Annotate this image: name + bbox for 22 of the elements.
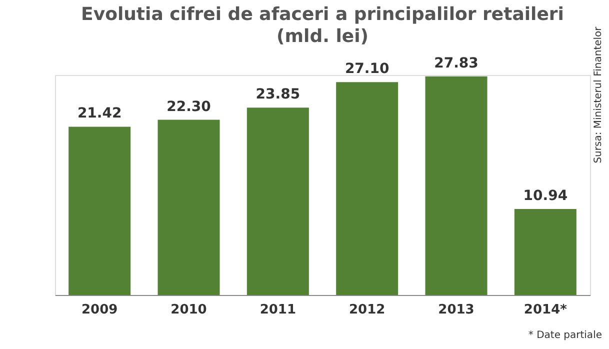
data-label: 27.10 xyxy=(344,61,390,78)
data-label: 22.30 xyxy=(166,98,212,115)
bar xyxy=(158,120,220,295)
bar xyxy=(246,108,309,295)
bar xyxy=(68,126,131,295)
x-tick-label: 2012 xyxy=(348,302,386,318)
bar xyxy=(425,76,488,295)
x-tick-label: 2013 xyxy=(438,302,474,318)
text: * Date partiale xyxy=(528,330,602,341)
text: Evolutia cifrei de afaceri a principalilor retaileri xyxy=(81,4,564,25)
bar xyxy=(514,209,576,295)
text: Sursa: Ministerul Finantelor xyxy=(593,26,604,164)
data-label: 27.83 xyxy=(434,55,478,72)
x-tick-label: 2010 xyxy=(170,302,207,318)
bar xyxy=(336,82,398,295)
x-tick-label: 2009 xyxy=(81,302,118,318)
data-label: 10.94 xyxy=(523,188,568,204)
data-label: 21.42 xyxy=(77,106,122,122)
x-tick-label: 2011 xyxy=(260,302,296,318)
x-tick-label: 2014* xyxy=(524,302,568,318)
text: (mld. lei) xyxy=(276,26,368,47)
data-label: 23.85 xyxy=(256,86,300,103)
